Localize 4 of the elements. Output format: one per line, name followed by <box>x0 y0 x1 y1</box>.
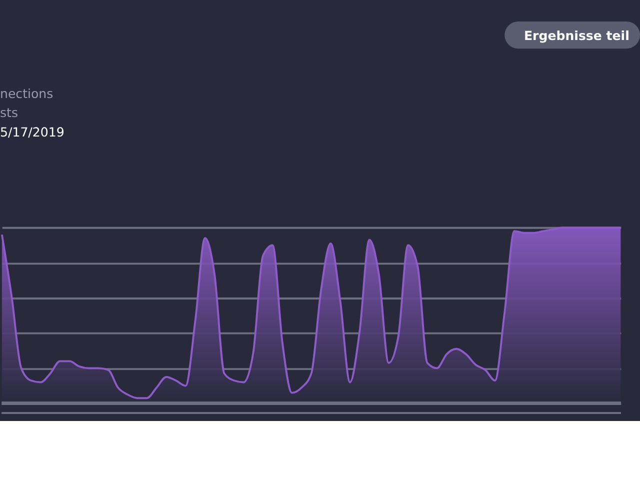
text: sts <box>0 105 18 120</box>
text: nections <box>0 86 54 101</box>
text: Ergebnisse teil <box>524 28 630 43</box>
text: 5/17/2019 <box>0 124 64 140</box>
